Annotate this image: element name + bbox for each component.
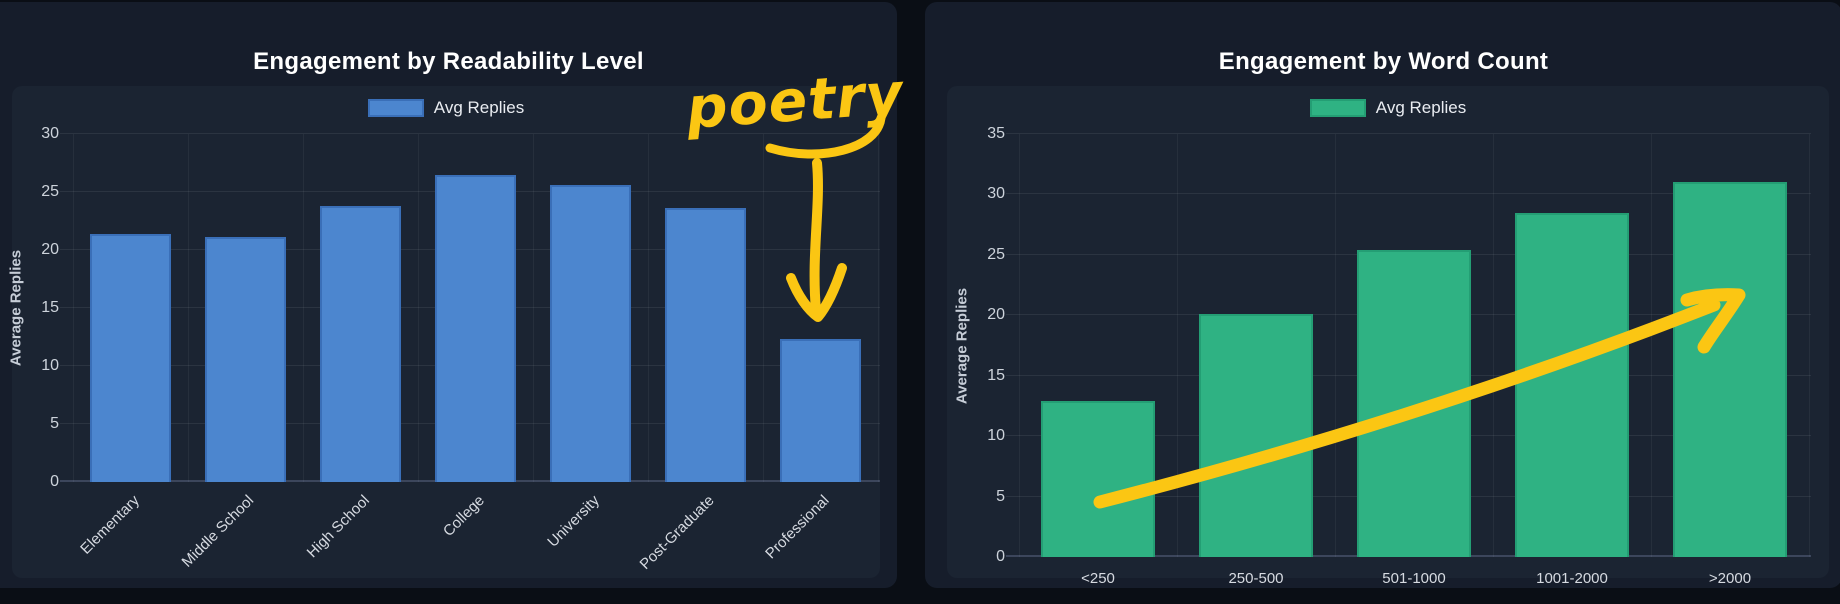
y-tick-label: 35	[987, 125, 1005, 142]
bar-University[interactable]	[550, 185, 631, 482]
x-tick-label: High School	[303, 492, 373, 562]
legend-readability[interactable]: Avg Replies	[12, 98, 880, 118]
x-tick-label: 250-500	[1228, 570, 1284, 587]
x-tick-label: Middle School	[178, 492, 258, 571]
bar-slot	[1177, 134, 1335, 557]
bars-layer	[1019, 134, 1809, 557]
gridline-vertical	[303, 134, 304, 482]
bar-Post-Graduate[interactable]	[665, 208, 746, 482]
y-tick-label: 25	[41, 183, 59, 200]
plot-panel-word-count: Avg Replies Average Replies 0 5 10 15 20 25 30…	[947, 86, 1829, 587]
y-tick-label: 0	[50, 473, 59, 490]
x-tick-label: Post-Graduate	[636, 492, 718, 574]
x-label-slot: 1001-2000	[1493, 557, 1651, 597]
gridline-vertical	[878, 134, 879, 482]
x-tick-label: College	[439, 492, 488, 540]
x-label-slot: Elementary	[73, 482, 188, 582]
y-axis-title: Average Replies	[953, 287, 971, 404]
x-label-slot: >2000	[1651, 557, 1809, 597]
gridline-horizontal	[1006, 193, 1811, 195]
y-tick-label: 0	[996, 548, 1005, 565]
y-tick-label: 5	[50, 415, 59, 432]
y-tick-label: 20	[987, 306, 1005, 324]
x-tick-label: >2000	[1708, 570, 1752, 587]
y-tick-label: 15	[987, 366, 1005, 384]
x-label-slot: Middle School	[179, 482, 303, 582]
x-tick-label: 1001-2000	[1536, 570, 1608, 587]
bar-slot	[188, 134, 303, 482]
legend-word-count[interactable]: Avg Replies	[947, 98, 1829, 118]
y-tick-label: 5	[996, 487, 1005, 505]
y-tick-label: 10	[987, 427, 1005, 445]
bar-slot	[533, 134, 648, 482]
x-tick-label: <250	[1081, 570, 1115, 587]
bar-<250[interactable]	[1041, 401, 1155, 557]
gridline-vertical	[188, 134, 189, 482]
y-tick-label: 30	[41, 125, 59, 142]
chart-title-readability: Engagement by Readability Level	[253, 47, 644, 75]
x-axis-labels: Elementary Middle School High School Colleg…	[73, 482, 878, 582]
x-label-slot: College	[418, 482, 533, 582]
chart-card-word-count: Engagement by Word Count Avg Replies Ave…	[925, 2, 1840, 588]
x-label-slot: Post-Graduate	[637, 482, 763, 582]
y-tick-label: 10	[41, 357, 59, 374]
gridline-vertical	[1019, 134, 1020, 557]
chart-card-readability: Engagement by Readability Level Avg Repl…	[0, 2, 897, 588]
x-tick-label: 501-1000	[1382, 570, 1446, 587]
bar-slot	[1335, 134, 1493, 557]
plot-area-word-count: Average Replies 0 5 10 15 20 25 30 35 <250 250-50…	[954, 126, 1811, 587]
gridline-horizontal	[60, 133, 880, 134]
bar-slot	[1493, 134, 1651, 557]
legend-swatch-green	[1309, 99, 1366, 117]
x-label-slot: 250-500	[1177, 557, 1335, 597]
bar-slot	[73, 134, 188, 482]
bar-slot	[1651, 134, 1809, 557]
bar-Professional[interactable]	[780, 339, 861, 482]
legend-label: Avg Replies	[1375, 98, 1467, 117]
x-tick-label: Professional	[762, 492, 833, 563]
y-tick-label: 30	[987, 185, 1005, 203]
x-label-slot: 501-1000	[1335, 557, 1493, 597]
y-tick-label: 20	[41, 241, 59, 258]
plot-area-readability: Average Replies 0 5 10 15 20 25 30 Elementary Mi…	[8, 126, 880, 573]
bar-slot	[303, 134, 418, 482]
plot-panel-readability: Avg Replies Average Replies 0 5 10 15 20 25 30…	[8, 86, 880, 578]
gridline-vertical	[418, 134, 419, 482]
bar-slot	[418, 134, 533, 482]
bar-Middle School[interactable]	[205, 237, 286, 482]
bar-College[interactable]	[435, 174, 516, 482]
bar-slot	[763, 134, 878, 482]
bar-501-1000[interactable]	[1357, 250, 1471, 557]
bar-Elementary[interactable]	[90, 233, 171, 482]
bar-1001-2000[interactable]	[1515, 212, 1629, 557]
x-tick-label: University	[543, 492, 603, 551]
x-label-slot: Professional	[762, 482, 878, 582]
y-axis-title: Average Replies	[7, 249, 25, 367]
gridline-vertical	[533, 134, 534, 482]
x-label-slot: <250	[1019, 557, 1177, 597]
x-label-slot: University	[533, 482, 648, 582]
legend-swatch-blue	[367, 99, 424, 117]
bar-slot	[1019, 134, 1177, 557]
y-tick-label: 15	[41, 299, 59, 316]
chart-title-word-count: Engagement by Word Count	[1218, 47, 1549, 75]
bars-layer	[73, 134, 878, 482]
bar-250-500[interactable]	[1199, 314, 1313, 557]
gridline-vertical	[1809, 134, 1810, 557]
bar-High School[interactable]	[320, 205, 401, 482]
x-label-slot: High School	[303, 482, 418, 582]
x-axis-labels: <250 250-500 501-1000 1001-2000 >2000	[1019, 557, 1809, 597]
bar->2000[interactable]	[1673, 182, 1787, 557]
x-tick-label: Elementary	[76, 492, 143, 558]
legend-label: Avg Replies	[433, 98, 525, 117]
gridline-vertical	[648, 134, 649, 482]
y-tick-label: 25	[987, 245, 1005, 263]
gridline-vertical	[73, 134, 74, 482]
bar-slot	[648, 134, 763, 482]
gridline-horizontal	[1006, 133, 1811, 134]
gridline-vertical	[763, 134, 764, 482]
